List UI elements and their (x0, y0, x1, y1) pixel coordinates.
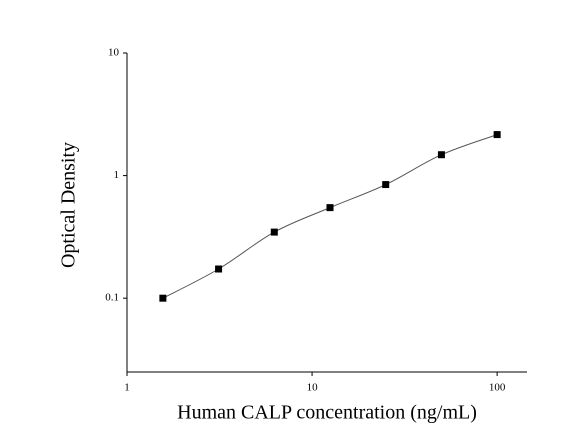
x-tick-label: 1 (124, 382, 130, 394)
y-tick-label: 1 (114, 169, 120, 181)
data-point (437, 151, 445, 159)
x-axis-label: Human CALP concentration (ng/mL) (177, 402, 477, 424)
y-axis-label: Optical Density (58, 142, 80, 268)
data-point (493, 131, 501, 139)
data-point (326, 204, 334, 212)
x-tick-label: 10 (307, 382, 319, 394)
fit-curve (162, 134, 498, 299)
data-point (159, 294, 167, 302)
data-point (215, 265, 223, 273)
x-tick-label: 100 (489, 382, 506, 394)
y-tick-label: 10 (108, 47, 120, 59)
data-point (270, 228, 278, 236)
y-tick-label: 0.1 (105, 292, 119, 304)
data-point (382, 181, 390, 189)
